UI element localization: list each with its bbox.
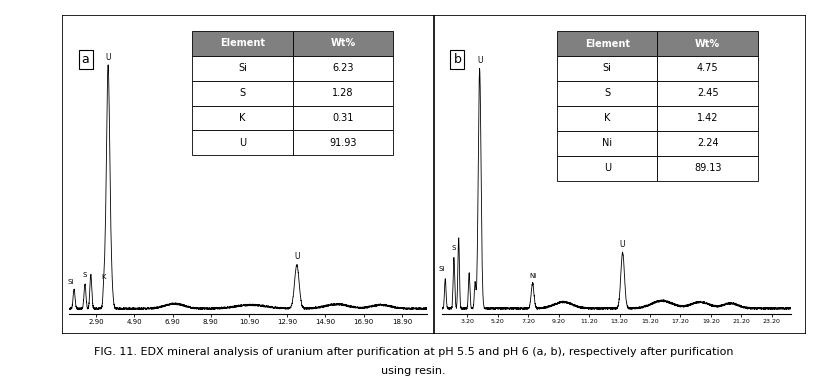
Bar [192, 81, 293, 106]
Bar [192, 31, 293, 56]
Text: Ni: Ni [602, 138, 612, 148]
Text: Wt%: Wt% [696, 39, 720, 49]
Text: U: U [239, 138, 246, 148]
FancyBboxPatch shape [62, 15, 806, 334]
Text: Si: Si [238, 63, 247, 73]
Bar [557, 106, 657, 131]
Text: Element: Element [585, 39, 629, 49]
Text: K: K [604, 113, 610, 123]
Text: U: U [477, 56, 482, 65]
Text: 91.93: 91.93 [329, 138, 356, 148]
Text: U: U [604, 163, 611, 173]
Bar [657, 56, 758, 81]
Bar [293, 130, 394, 155]
Text: S: S [452, 246, 457, 252]
Text: 2.45: 2.45 [697, 88, 719, 99]
Bar [657, 131, 758, 156]
Text: K: K [102, 274, 107, 280]
Text: 89.13: 89.13 [694, 163, 721, 173]
Bar [657, 31, 758, 56]
Text: 4.75: 4.75 [697, 64, 719, 74]
Text: 1.28: 1.28 [332, 88, 354, 98]
Text: Si: Si [603, 64, 612, 74]
Text: 0.31: 0.31 [332, 113, 354, 123]
Text: S: S [83, 272, 87, 278]
Text: Wt%: Wt% [331, 39, 356, 49]
Bar [293, 56, 394, 81]
Text: Element: Element [220, 39, 265, 49]
Text: 1.42: 1.42 [697, 113, 719, 123]
Bar [557, 56, 657, 81]
Text: Si: Si [439, 266, 445, 272]
Text: 6.23: 6.23 [332, 63, 354, 73]
Text: S: S [240, 88, 246, 98]
Bar [557, 31, 657, 56]
Bar [293, 31, 394, 56]
Bar [192, 56, 293, 81]
Text: Si: Si [68, 279, 74, 285]
Bar [293, 106, 394, 130]
Bar [293, 81, 394, 106]
Text: 2.24: 2.24 [697, 138, 719, 148]
Text: S: S [605, 88, 610, 99]
Bar [557, 81, 657, 106]
Text: a: a [82, 53, 89, 66]
Text: U: U [620, 240, 625, 249]
Text: using resin.: using resin. [381, 366, 446, 376]
Bar [192, 130, 293, 155]
Bar [557, 156, 657, 181]
Text: Ni: Ni [529, 273, 536, 279]
Bar [657, 106, 758, 131]
Bar [192, 106, 293, 130]
Bar [657, 156, 758, 181]
Bar [657, 81, 758, 106]
Bar [557, 131, 657, 156]
Text: FIG. 11. EDX mineral analysis of uranium after purification at pH 5.5 and pH 6 (: FIG. 11. EDX mineral analysis of uranium… [93, 347, 734, 357]
Text: U: U [294, 252, 299, 261]
Text: b: b [453, 53, 461, 66]
Text: U: U [105, 53, 111, 62]
Text: K: K [239, 113, 246, 123]
